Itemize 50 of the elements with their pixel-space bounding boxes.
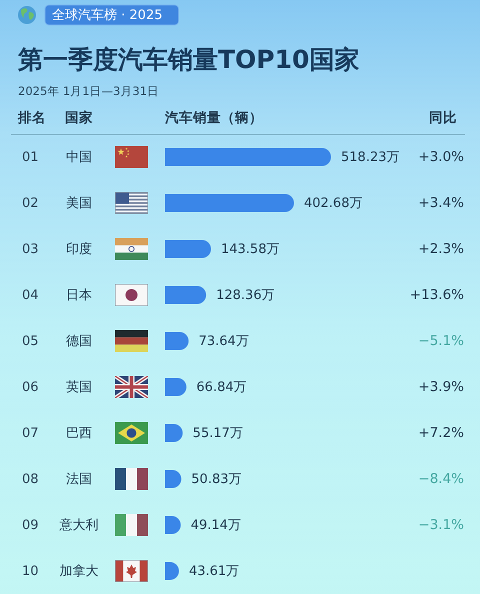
text: 08 xyxy=(22,472,39,486)
bar xyxy=(165,286,206,304)
y-tick-label: 巴西 xyxy=(66,426,92,440)
text: −5.1% xyxy=(418,333,464,349)
y-tick-label: 英国 xyxy=(66,380,92,394)
text: +3.0% xyxy=(418,149,464,165)
bar xyxy=(165,148,331,166)
text: 排名 xyxy=(17,110,46,126)
text: 全球汽车榜 · 2025 xyxy=(52,8,162,22)
y-tick-label: 意大利 xyxy=(58,518,98,532)
text: 03 xyxy=(22,242,39,256)
bar xyxy=(165,194,294,212)
y-tick-label: 印度 xyxy=(66,240,92,256)
data-label: 43.61万 xyxy=(188,564,240,578)
y-axis-title: 国家 xyxy=(65,109,93,126)
text: 同比 xyxy=(429,110,457,126)
text: 02 xyxy=(22,196,39,210)
text: +13.6% xyxy=(410,287,464,303)
data-label: 143.58万 xyxy=(220,242,280,256)
data-label: 66.84万 xyxy=(196,380,247,394)
chart-subtitle: 2025年 1月1日—3月31日 xyxy=(18,84,160,98)
y-tick-label: 德国 xyxy=(66,334,92,348)
data-label: 128.36万 xyxy=(216,288,275,302)
text: +3.4% xyxy=(418,195,464,211)
chart-title: 第一季度汽车销量TOP10国家 xyxy=(17,45,360,74)
y-tick-label: 法国 xyxy=(66,472,92,486)
text: +7.2% xyxy=(418,425,464,441)
x-axis-title: 汽车销量（辆） xyxy=(164,109,263,126)
text: 06 xyxy=(22,380,39,394)
text: 10 xyxy=(22,564,39,578)
data-label: 402.68万 xyxy=(304,196,362,210)
text: +2.3% xyxy=(418,241,464,257)
data-label: 49.14万 xyxy=(190,518,241,532)
bar xyxy=(165,240,211,258)
text: 09 xyxy=(22,518,39,532)
text: +3.9% xyxy=(418,379,464,395)
data-label: 50.83万 xyxy=(191,472,242,486)
y-tick-label: 日本 xyxy=(66,288,92,302)
text: −8.4% xyxy=(418,471,464,487)
y-tick-label: 加拿大 xyxy=(60,564,98,578)
data-label: 55.17万 xyxy=(192,426,243,440)
data-label: 518.23万 xyxy=(341,150,400,164)
text: 05 xyxy=(22,334,39,348)
text: 07 xyxy=(22,426,39,440)
text: −3.1% xyxy=(418,517,464,533)
y-tick-label: 美国 xyxy=(66,194,92,210)
data-label: 73.64万 xyxy=(198,334,249,348)
text: 01 xyxy=(22,150,39,164)
text: 04 xyxy=(22,288,39,302)
y-tick-label: 中国 xyxy=(66,150,92,164)
